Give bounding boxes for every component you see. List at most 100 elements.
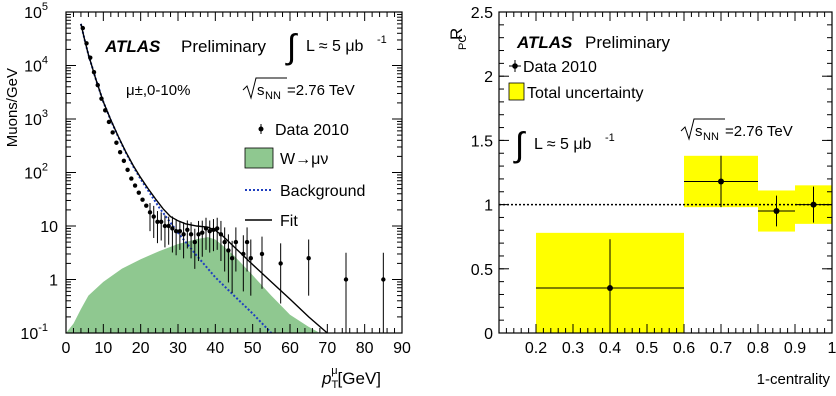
data-point <box>188 222 194 259</box>
data-marker <box>196 232 201 237</box>
data-point <box>173 219 179 256</box>
right-panel: 0.2 0.3 0.4 0.5 0.6 0.7 0.8 0.9 1 0 0.5 1 1.5 2 2.5 R … <box>447 5 836 388</box>
right-x-axis-label: 1-centrality <box>757 371 831 388</box>
data-marker <box>121 158 127 164</box>
svg-text:=2.76 TeV: =2.76 TeV <box>725 123 793 140</box>
left-centrality-label: μ±,0-10% <box>126 82 190 99</box>
data-point <box>147 202 153 232</box>
data-marker <box>162 223 168 229</box>
data-marker <box>99 96 104 101</box>
legend-data-label: Data 2010 <box>275 122 349 139</box>
left-ticks: 0 10 20 30 40 50 60 70 80 90 10-1 1 10 102 103 104 105 <box>20 1 411 357</box>
data-point <box>181 222 186 259</box>
data-marker <box>88 55 93 60</box>
data-marker <box>84 41 89 46</box>
right-legend-uncertainty-label: Total uncertainty <box>527 85 644 102</box>
data-marker <box>170 226 175 231</box>
rpc-marker <box>773 208 780 215</box>
data-point <box>114 140 119 145</box>
left-sqrt-sign <box>242 77 287 100</box>
left-x-tick-label: 50 <box>244 340 262 357</box>
data-marker <box>95 82 100 88</box>
legend-w-label: W→μν <box>280 151 328 168</box>
legend-w-swatch <box>244 147 274 169</box>
svg-text:-1: -1 <box>605 132 615 144</box>
svg-text:L ≈ 5 μb: L ≈ 5 μb <box>534 136 592 153</box>
data-marker <box>117 149 123 155</box>
left-energy-label: s NN =2.76 TeV <box>242 77 355 102</box>
svg-text:R: R <box>447 28 466 40</box>
svg-text:s: s <box>695 123 703 140</box>
data-point <box>159 212 164 241</box>
data-point <box>140 197 145 202</box>
data-point <box>136 190 141 195</box>
right-plot-frame <box>498 11 833 334</box>
data-point <box>259 236 265 289</box>
data-point <box>196 220 201 262</box>
data-marker <box>136 190 141 195</box>
data-point <box>106 119 112 125</box>
data-marker <box>259 251 265 257</box>
left-x-tick-label: 10 <box>94 340 112 357</box>
right-x-tick-label: 0.4 <box>599 340 621 357</box>
data-point <box>88 55 93 60</box>
data-point <box>84 41 89 46</box>
data-point <box>381 252 386 333</box>
left-lumi-label: ∫ L ≈ 5 μb -1 <box>285 28 387 66</box>
data-point <box>166 216 171 245</box>
right-energy-label: s NN =2.76 TeV <box>680 118 793 143</box>
data-marker <box>151 214 156 219</box>
left-integral-sign: ∫ <box>285 28 298 66</box>
legend-fit-label: Fit <box>280 213 298 230</box>
rpc-marker <box>718 178 724 185</box>
data-marker <box>233 239 239 245</box>
svg-text:L ≈ 5 μb: L ≈ 5 μb <box>306 38 364 55</box>
data-point <box>91 69 97 75</box>
rpc-point <box>536 239 684 333</box>
data-point <box>132 183 138 188</box>
rpc-marker <box>607 285 613 292</box>
data-marker <box>159 219 164 224</box>
right-legend-uncertainty-swatch <box>508 82 525 101</box>
data-point <box>248 239 253 296</box>
data-point <box>177 221 183 250</box>
svg-text:PC: PC <box>457 35 469 50</box>
data-point <box>99 96 104 101</box>
right-y-tick-label: 0 <box>484 326 493 343</box>
left-y-tick-label: 10-1 <box>20 322 48 343</box>
left-x-tick-label: 70 <box>318 340 336 357</box>
data-marker <box>106 119 112 125</box>
data-point <box>278 243 283 304</box>
right-x-tick-label: 0.2 <box>525 340 547 357</box>
left-preliminary-label: Preliminary <box>181 37 267 56</box>
data-marker <box>188 232 194 237</box>
data-point <box>306 239 311 296</box>
data-point <box>200 220 205 257</box>
data-marker <box>211 227 216 232</box>
left-x-axis-label: pTμ[GeV] <box>321 365 381 391</box>
rpc-point <box>758 195 795 227</box>
data-marker <box>177 228 183 234</box>
data-point <box>215 217 220 250</box>
w-signal-area-group <box>66 237 320 333</box>
left-x-tick-label: 90 <box>393 340 411 357</box>
data-marker <box>218 232 224 237</box>
right-legend-data-label: Data 2010 <box>523 59 597 76</box>
left-y-tick-label: 10 <box>40 219 58 236</box>
data-marker <box>166 223 171 229</box>
right-x-tick-label: 0.8 <box>747 340 769 357</box>
left-x-tick-label: 40 <box>206 340 224 357</box>
data-marker <box>215 226 220 231</box>
data-point <box>151 205 156 238</box>
data-point <box>110 130 115 135</box>
data-point <box>155 211 160 244</box>
data-marker <box>185 227 190 232</box>
right-integral-sign: ∫ <box>513 126 526 164</box>
data-marker <box>103 108 108 113</box>
left-y-tick-label: 1 <box>49 273 58 290</box>
data-marker <box>278 261 283 266</box>
w-signal-area <box>66 237 320 333</box>
legend-background-label: Background <box>280 183 365 200</box>
right-x-tick-label: 0.7 <box>710 340 732 357</box>
left-y-tick-label: 104 <box>24 55 48 76</box>
